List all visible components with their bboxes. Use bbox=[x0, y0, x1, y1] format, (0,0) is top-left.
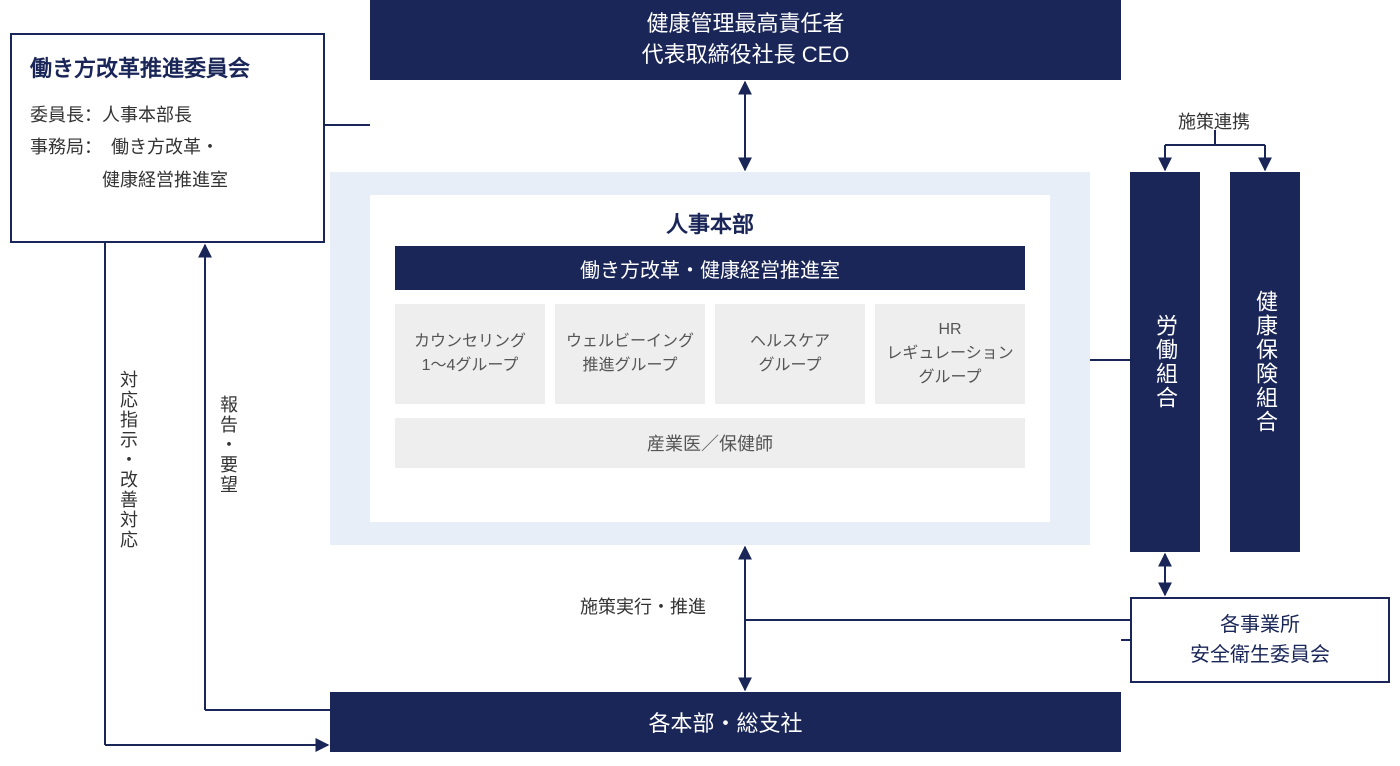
doctors-bar: 産業医／保健師 bbox=[395, 418, 1025, 468]
committee-title: 働き方改革推進委員会 bbox=[30, 51, 250, 83]
bottom-box: 各本部・総支社 bbox=[330, 692, 1121, 752]
label-policy-coop: 施策連携 bbox=[1178, 108, 1250, 134]
label-policy-exec: 施策実行・推進 bbox=[580, 593, 706, 619]
label-response: 対応指示・改善対応 bbox=[115, 370, 141, 550]
safety-committee-box: 各事業所 安全衛生委員会 bbox=[1130, 597, 1390, 683]
hr-title: 人事本部 bbox=[666, 207, 754, 239]
doctors-text: 産業医／保健師 bbox=[647, 430, 773, 456]
committee-box: 働き方改革推進委員会 委員長： 人事本部長 事務局： 働き方改革・ 健康経営推進… bbox=[10, 33, 325, 243]
union-box: 労働組合 bbox=[1130, 172, 1200, 552]
bottom-text: 各本部・総支社 bbox=[648, 706, 802, 738]
ceo-line1: 健康管理最高責任者 bbox=[646, 9, 844, 40]
ceo-box: 健康管理最高責任者 代表取締役社長 CEO bbox=[370, 0, 1121, 80]
group-2-text: ウェルビーイング 推進グループ bbox=[566, 330, 694, 378]
insurance-text: 健康保険組合 bbox=[1249, 290, 1281, 434]
office-line1: 働き方改革・ bbox=[102, 131, 228, 163]
chair-label: 委員長： bbox=[30, 99, 102, 131]
group-3-text: ヘルスケア グループ bbox=[750, 330, 830, 378]
insurance-box: 健康保険組合 bbox=[1230, 172, 1300, 552]
group-4-text: HR レギュレーション グループ bbox=[886, 318, 1013, 390]
chair-value: 人事本部長 bbox=[102, 99, 192, 131]
ceo-line2: 代表取締役社長 CEO bbox=[642, 40, 850, 71]
group-1: カウンセリング 1〜4グループ bbox=[395, 304, 545, 404]
safety-line1: 各事業所 bbox=[1220, 610, 1300, 640]
promotion-office-text: 働き方改革・健康経営推進室 bbox=[580, 254, 840, 283]
office-label: 事務局： bbox=[30, 131, 102, 196]
office-line2: 健康経営推進室 bbox=[102, 164, 228, 196]
group-1-text: カウンセリング 1〜4グループ bbox=[414, 330, 526, 378]
promotion-office-bar: 働き方改革・健康経営推進室 bbox=[395, 246, 1025, 290]
union-text: 労働組合 bbox=[1149, 314, 1181, 410]
safety-line2: 安全衛生委員会 bbox=[1190, 640, 1330, 670]
group-3: ヘルスケア グループ bbox=[715, 304, 865, 404]
label-report: 報告・要望 bbox=[215, 395, 241, 495]
group-2: ウェルビーイング 推進グループ bbox=[555, 304, 705, 404]
group-4: HR レギュレーション グループ bbox=[875, 304, 1025, 404]
